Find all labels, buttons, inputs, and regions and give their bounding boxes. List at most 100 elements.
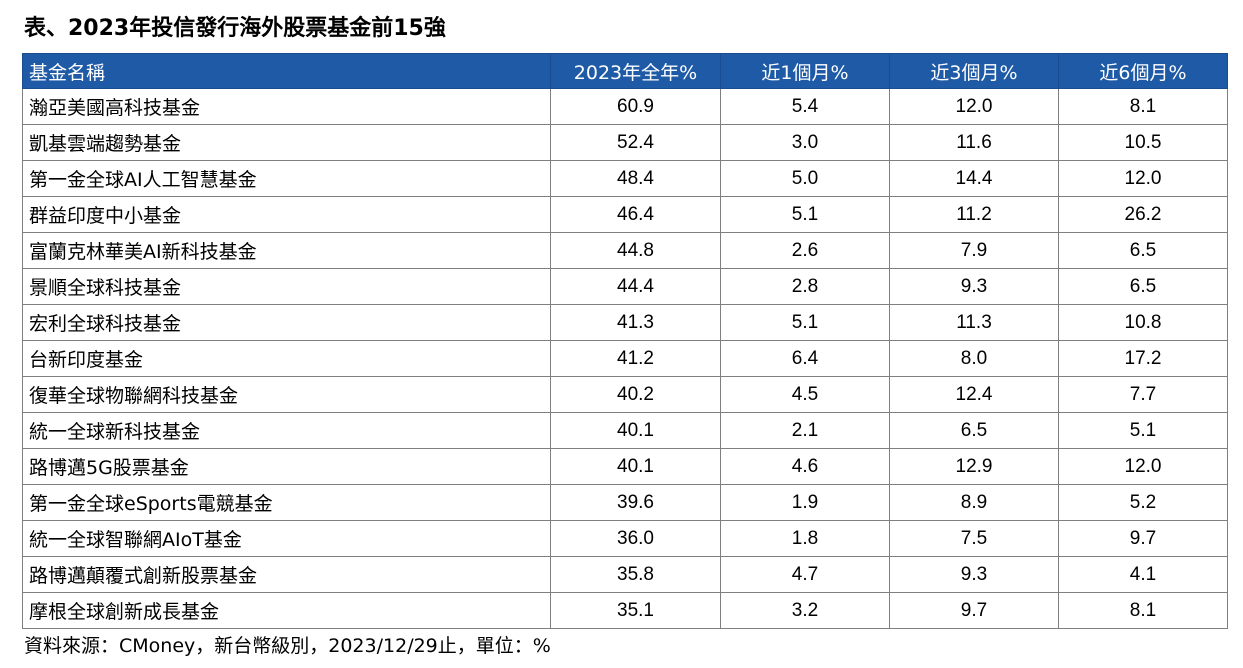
six-month-cell: 12.0 [1058,448,1228,485]
three-month-cell: 6.5 [889,412,1059,449]
full-year-cell: 36.0 [550,520,721,557]
fund-name-cell: 群益印度中小基金 [22,196,551,233]
three-month-cell: 7.9 [889,232,1059,269]
fund-name-cell: 統一全球新科技基金 [22,412,551,449]
header-3-month: 近3個月% [889,53,1059,89]
fund-name-cell: 景順全球科技基金 [22,268,551,305]
six-month-cell: 17.2 [1058,340,1228,377]
three-month-cell: 12.4 [889,376,1059,413]
fund-name-cell: 路博邁5G股票基金 [22,448,551,485]
table-row: 第一金全球AI人工智慧基金 48.4 5.0 14.4 12.0 [22,160,1228,197]
six-month-cell: 10.5 [1058,124,1228,161]
three-month-cell: 8.0 [889,340,1059,377]
table-row: 摩根全球創新成長基金 35.1 3.2 9.7 8.1 [22,592,1228,629]
six-month-cell: 9.7 [1058,520,1228,557]
one-month-cell: 2.6 [720,232,890,269]
full-year-cell: 40.1 [550,412,721,449]
table-row: 復華全球物聯網科技基金 40.2 4.5 12.4 7.7 [22,376,1228,413]
one-month-cell: 1.9 [720,484,890,521]
table-row: 路博邁5G股票基金 40.1 4.6 12.9 12.0 [22,448,1228,485]
one-month-cell: 2.1 [720,412,890,449]
six-month-cell: 10.8 [1058,304,1228,341]
six-month-cell: 26.2 [1058,196,1228,233]
one-month-cell: 1.8 [720,520,890,557]
table-row: 第一金全球eSports電競基金 39.6 1.9 8.9 5.2 [22,484,1228,521]
full-year-cell: 60.9 [550,88,721,125]
header-1-month: 近1個月% [720,53,890,89]
full-year-cell: 39.6 [550,484,721,521]
six-month-cell: 6.5 [1058,268,1228,305]
fund-name-cell: 第一金全球eSports電競基金 [22,484,551,521]
fund-name-cell: 摩根全球創新成長基金 [22,592,551,629]
table-row: 台新印度基金 41.2 6.4 8.0 17.2 [22,340,1228,377]
page-title: 表、2023年投信發行海外股票基金前15強 [24,16,446,41]
full-year-cell: 35.8 [550,556,721,593]
table-body: 瀚亞美國高科技基金 60.9 5.4 12.0 8.1 凱基雲端趨勢基金 52.4 3.0 11… [22,88,1228,629]
header-2023-full-year: 2023年全年% [550,53,721,89]
source-note: 資料來源：CMoney，新台幣級別，2023/12/29止，單位：% [24,635,551,657]
six-month-cell: 7.7 [1058,376,1228,413]
six-month-cell: 8.1 [1058,592,1228,629]
header-6-month: 近6個月% [1058,53,1228,89]
table-row: 統一全球智聯網AIoT基金 36.0 1.8 7.5 9.7 [22,520,1228,557]
full-year-cell: 40.1 [550,448,721,485]
table-row: 路博邁顛覆式創新股票基金 35.8 4.7 9.3 4.1 [22,556,1228,593]
six-month-cell: 5.1 [1058,412,1228,449]
full-year-cell: 52.4 [550,124,721,161]
one-month-cell: 6.4 [720,340,890,377]
fund-name-cell: 瀚亞美國高科技基金 [22,88,551,125]
one-month-cell: 3.2 [720,592,890,629]
fund-name-cell: 第一金全球AI人工智慧基金 [22,160,551,197]
one-month-cell: 5.4 [720,88,890,125]
fund-name-cell: 宏利全球科技基金 [22,304,551,341]
one-month-cell: 4.6 [720,448,890,485]
three-month-cell: 11.6 [889,124,1059,161]
three-month-cell: 8.9 [889,484,1059,521]
table-row: 群益印度中小基金 46.4 5.1 11.2 26.2 [22,196,1228,233]
three-month-cell: 14.4 [889,160,1059,197]
one-month-cell: 3.0 [720,124,890,161]
three-month-cell: 9.3 [889,268,1059,305]
table-row: 景順全球科技基金 44.4 2.8 9.3 6.5 [22,268,1228,305]
fund-name-cell: 統一全球智聯網AIoT基金 [22,520,551,557]
fund-name-cell: 路博邁顛覆式創新股票基金 [22,556,551,593]
header-fund-name: 基金名稱 [22,53,551,89]
fund-name-cell: 凱基雲端趨勢基金 [22,124,551,161]
six-month-cell: 6.5 [1058,232,1228,269]
six-month-cell: 8.1 [1058,88,1228,125]
table-row: 統一全球新科技基金 40.1 2.1 6.5 5.1 [22,412,1228,449]
full-year-cell: 41.2 [550,340,721,377]
one-month-cell: 2.8 [720,268,890,305]
full-year-cell: 35.1 [550,592,721,629]
table-header-row: 基金名稱 2023年全年% 近1個月% 近3個月% 近6個月% [22,53,1228,89]
fund-name-cell: 台新印度基金 [22,340,551,377]
table-row: 凱基雲端趨勢基金 52.4 3.0 11.6 10.5 [22,124,1228,161]
one-month-cell: 5.1 [720,196,890,233]
three-month-cell: 9.7 [889,592,1059,629]
table-row: 瀚亞美國高科技基金 60.9 5.4 12.0 8.1 [22,88,1228,125]
three-month-cell: 11.2 [889,196,1059,233]
three-month-cell: 12.9 [889,448,1059,485]
one-month-cell: 4.7 [720,556,890,593]
one-month-cell: 5.1 [720,304,890,341]
full-year-cell: 44.4 [550,268,721,305]
three-month-cell: 11.3 [889,304,1059,341]
six-month-cell: 5.2 [1058,484,1228,521]
fund-name-cell: 復華全球物聯網科技基金 [22,376,551,413]
one-month-cell: 4.5 [720,376,890,413]
full-year-cell: 44.8 [550,232,721,269]
three-month-cell: 9.3 [889,556,1059,593]
full-year-cell: 40.2 [550,376,721,413]
full-year-cell: 41.3 [550,304,721,341]
three-month-cell: 12.0 [889,88,1059,125]
full-year-cell: 48.4 [550,160,721,197]
six-month-cell: 12.0 [1058,160,1228,197]
table-row: 宏利全球科技基金 41.3 5.1 11.3 10.8 [22,304,1228,341]
full-year-cell: 46.4 [550,196,721,233]
six-month-cell: 4.1 [1058,556,1228,593]
one-month-cell: 5.0 [720,160,890,197]
three-month-cell: 7.5 [889,520,1059,557]
fund-name-cell: 富蘭克林華美AI新科技基金 [22,232,551,269]
table-row: 富蘭克林華美AI新科技基金 44.8 2.6 7.9 6.5 [22,232,1228,269]
fund-ranking-table: 基金名稱 2023年全年% 近1個月% 近3個月% 近6個月% 瀚亞美國高科技基… [22,53,1228,629]
